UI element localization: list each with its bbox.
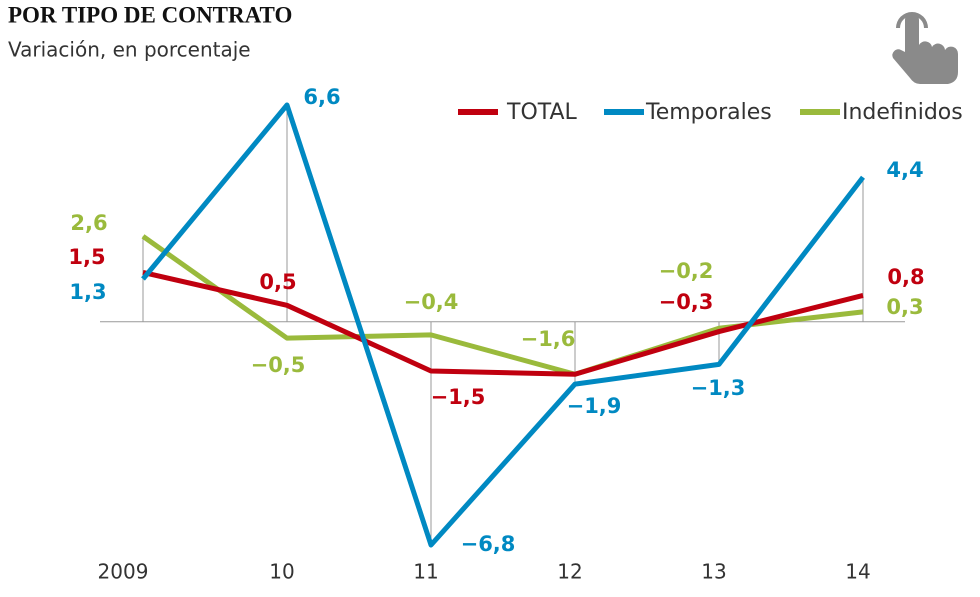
data-label: 2,6 — [70, 211, 107, 235]
data-label: 6,6 — [303, 85, 340, 109]
data-label: −0,5 — [251, 353, 306, 377]
chart-subtitle: Variación, en porcentaje — [8, 38, 251, 62]
data-label: 0,3 — [886, 295, 923, 319]
data-label: −0,4 — [404, 290, 459, 314]
data-label: −1,5 — [431, 385, 486, 409]
chart-title: POR TIPO DE CONTRATO — [8, 2, 292, 27]
series-line — [141, 102, 865, 548]
x-tick-label: 14 — [845, 560, 870, 584]
legend-label: Indefinidos — [842, 100, 963, 125]
data-label: 0,8 — [887, 265, 924, 289]
legend-label: Temporales — [645, 100, 772, 125]
x-tick-label: 10 — [269, 560, 294, 584]
data-label: −1,9 — [567, 394, 622, 418]
data-label: 0,5 — [259, 270, 296, 294]
data-label: −0,3 — [659, 290, 714, 314]
x-tick-label: 13 — [701, 560, 726, 584]
data-label: 4,4 — [886, 158, 923, 182]
x-tick-label: 12 — [557, 560, 582, 584]
data-label: −1,3 — [691, 376, 746, 400]
data-label: −1,6 — [521, 327, 576, 351]
x-tick-label: 11 — [413, 560, 438, 584]
legend-label: TOTAL — [506, 100, 578, 125]
data-label: 1,3 — [69, 280, 106, 304]
data-label: −6,8 — [461, 532, 516, 556]
data-label: 1,5 — [68, 245, 105, 269]
data-label: −0,2 — [659, 259, 714, 283]
series-line — [142, 270, 864, 377]
touch-icon — [892, 12, 959, 84]
x-tick-label: 2009 — [98, 560, 149, 584]
